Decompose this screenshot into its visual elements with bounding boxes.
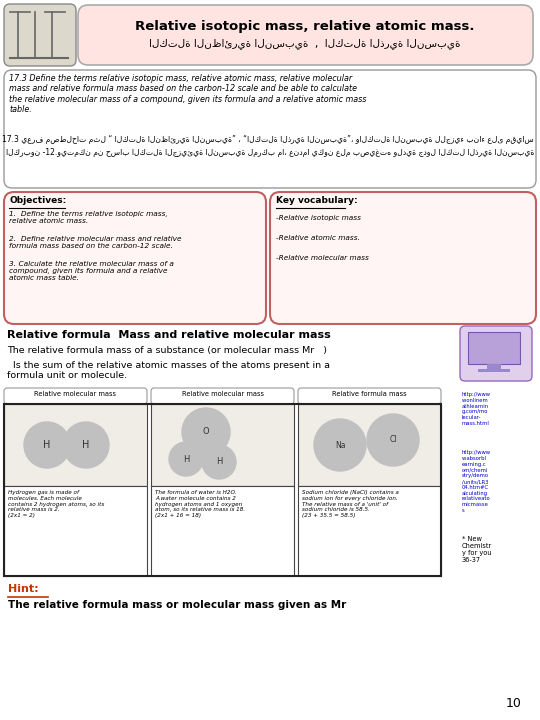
Bar xyxy=(468,332,520,364)
FancyBboxPatch shape xyxy=(4,70,536,188)
Text: The relative formula mass or molecular mass given as Mr: The relative formula mass or molecular m… xyxy=(8,600,346,610)
Circle shape xyxy=(367,414,419,466)
Text: -Relative isotopic mass: -Relative isotopic mass xyxy=(276,215,361,221)
Text: Relative molecular mass: Relative molecular mass xyxy=(181,391,264,397)
Circle shape xyxy=(314,419,366,471)
Text: The relative formula mass of a substance (or molecular mass Mr   ): The relative formula mass of a substance… xyxy=(7,346,327,355)
Text: Objectives:: Objectives: xyxy=(9,196,66,205)
Text: Sodium chloride (NaCl) contains a
sodium ion for every chloride ion.
The relativ: Sodium chloride (NaCl) contains a sodium… xyxy=(302,490,399,518)
Bar xyxy=(478,369,510,372)
Text: http://www
w.onlinem
athlearnin
g.com/mo
lecular-
mass.html: http://www w.onlinem athlearnin g.com/mo… xyxy=(462,392,491,426)
FancyBboxPatch shape xyxy=(78,5,533,65)
Text: Hydrogen gas is made of
molecules. Each molecule
contains 2 hydrogen atoms, so i: Hydrogen gas is made of molecules. Each … xyxy=(8,490,104,518)
Circle shape xyxy=(182,408,230,456)
Bar xyxy=(298,486,441,576)
Text: Na: Na xyxy=(335,441,345,449)
Text: 2.  Define relative molecular mass and relative
formula mass based on the carbon: 2. Define relative molecular mass and re… xyxy=(9,236,181,249)
FancyBboxPatch shape xyxy=(151,388,294,404)
Text: H: H xyxy=(43,440,51,450)
Circle shape xyxy=(202,445,236,479)
Text: Is the sum of the relative atomic masses of the atoms present in a
formula unit : Is the sum of the relative atomic masses… xyxy=(7,361,330,380)
Text: الكتلة النظائرية النسبية  ,  الكتلة الذرية النسبية: الكتلة النظائرية النسبية , الكتلة الذرية… xyxy=(149,38,461,49)
Text: H: H xyxy=(82,440,90,450)
Bar xyxy=(298,404,441,486)
Text: Key vocabulary:: Key vocabulary: xyxy=(276,196,357,205)
Text: Relative isotopic mass, relative atomic mass.: Relative isotopic mass, relative atomic … xyxy=(135,20,475,33)
Bar xyxy=(4,404,441,576)
Text: Relative formula  Mass and relative molecular mass: Relative formula Mass and relative molec… xyxy=(7,330,330,340)
FancyBboxPatch shape xyxy=(4,388,147,404)
Text: 10: 10 xyxy=(506,697,522,710)
Text: -Relative molecular mass: -Relative molecular mass xyxy=(276,255,369,261)
Text: 3. Calculate the relative molecular mass of a
compound, given its formula and a : 3. Calculate the relative molecular mass… xyxy=(9,261,174,281)
Bar xyxy=(151,486,294,576)
Text: H: H xyxy=(183,454,189,464)
Bar xyxy=(4,404,147,486)
FancyBboxPatch shape xyxy=(460,326,532,381)
Text: 1.  Define the terms relative isotopic mass,
relative atomic mass.: 1. Define the terms relative isotopic ma… xyxy=(9,211,168,224)
Bar xyxy=(487,364,501,369)
Circle shape xyxy=(24,422,70,468)
Circle shape xyxy=(63,422,109,468)
Text: The formula of water is H2O.
A water molecule contains 2
hydrogen atoms and 1 ox: The formula of water is H2O. A water mol… xyxy=(155,490,245,518)
Text: Hint:: Hint: xyxy=(8,584,39,594)
Text: 17.3 يعرف مصطلحات مثل “ الكتلة النظائرية النسبية” ، “الكتلة الذرية النسبية”، وال: 17.3 يعرف مصطلحات مثل “ الكتلة النظائرية… xyxy=(2,135,534,144)
FancyBboxPatch shape xyxy=(4,192,266,324)
Bar xyxy=(4,486,147,576)
FancyBboxPatch shape xyxy=(270,192,536,324)
Text: O: O xyxy=(202,428,210,436)
Text: * New
Chemistr
y for you
36-37: * New Chemistr y for you 36-37 xyxy=(462,536,492,563)
FancyBboxPatch shape xyxy=(298,388,441,404)
Circle shape xyxy=(169,442,203,476)
Text: -Relative atomic mass.: -Relative atomic mass. xyxy=(276,235,360,241)
Text: Cl: Cl xyxy=(389,436,397,444)
Text: 17.3 Define the terms relative isotopic mass, relative atomic mass, relative mol: 17.3 Define the terms relative isotopic … xyxy=(9,74,366,114)
Text: الكربون -12.ويتمكن من حساب الكتلة الجزيئية النسبية لمركب ما، عندما يكون علم بصيغ: الكربون -12.ويتمكن من حساب الكتلة الجزيئ… xyxy=(5,148,534,157)
Text: H: H xyxy=(216,457,222,467)
Bar xyxy=(151,404,294,486)
Text: Relative molecular mass: Relative molecular mass xyxy=(35,391,117,397)
Text: Relative formula mass: Relative formula mass xyxy=(332,391,407,397)
Text: http://www
w.absorbl
earning.c
om/chemi
stry/demo
/units/LR3
04.htm#C
alculating: http://www w.absorbl earning.c om/chemi … xyxy=(462,450,491,513)
FancyBboxPatch shape xyxy=(4,4,76,66)
